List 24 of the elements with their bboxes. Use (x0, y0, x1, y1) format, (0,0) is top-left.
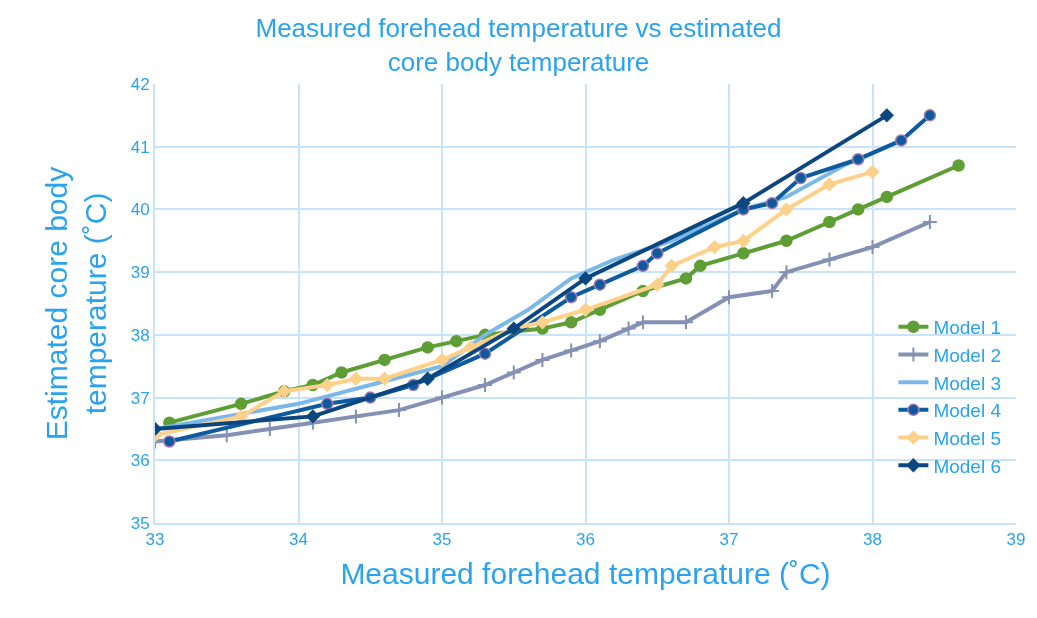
y-tick-label: 36 (130, 451, 150, 471)
legend-label: Model 6 (933, 455, 1001, 477)
legend-label: Model 3 (933, 372, 1001, 394)
y-tick-label: 39 (130, 263, 150, 283)
x-tick-label: 36 (576, 530, 595, 550)
y-tick-label: 41 (130, 137, 150, 157)
y-tick-label: 42 (130, 74, 150, 94)
legend-label: Model 2 (933, 344, 1001, 366)
legend-label: Model 5 (933, 427, 1001, 449)
y-tick-label: 38 (130, 325, 150, 345)
x-tick-label: 38 (863, 530, 882, 550)
y-tick-label: 35 (130, 513, 150, 533)
y-axis-title: Estimated core body temperature (˚C) (40, 166, 113, 441)
x-axis-title: Measured forehead temperature (˚C) (340, 557, 831, 591)
x-tick-label: 37 (719, 530, 739, 550)
legend-label: Model 1 (933, 317, 1001, 339)
x-tick-label: 35 (432, 530, 452, 550)
legend-label: Model 4 (933, 400, 1002, 422)
x-tick-label: 39 (1006, 530, 1026, 550)
y-tick-label: 37 (130, 388, 150, 408)
chart-title: Measured forehead temperature vs estimated core body temperature (255, 13, 782, 77)
y-tick-label: 40 (130, 200, 150, 220)
x-tick-label: 34 (289, 530, 308, 550)
x-tick-label: 33 (145, 530, 165, 550)
